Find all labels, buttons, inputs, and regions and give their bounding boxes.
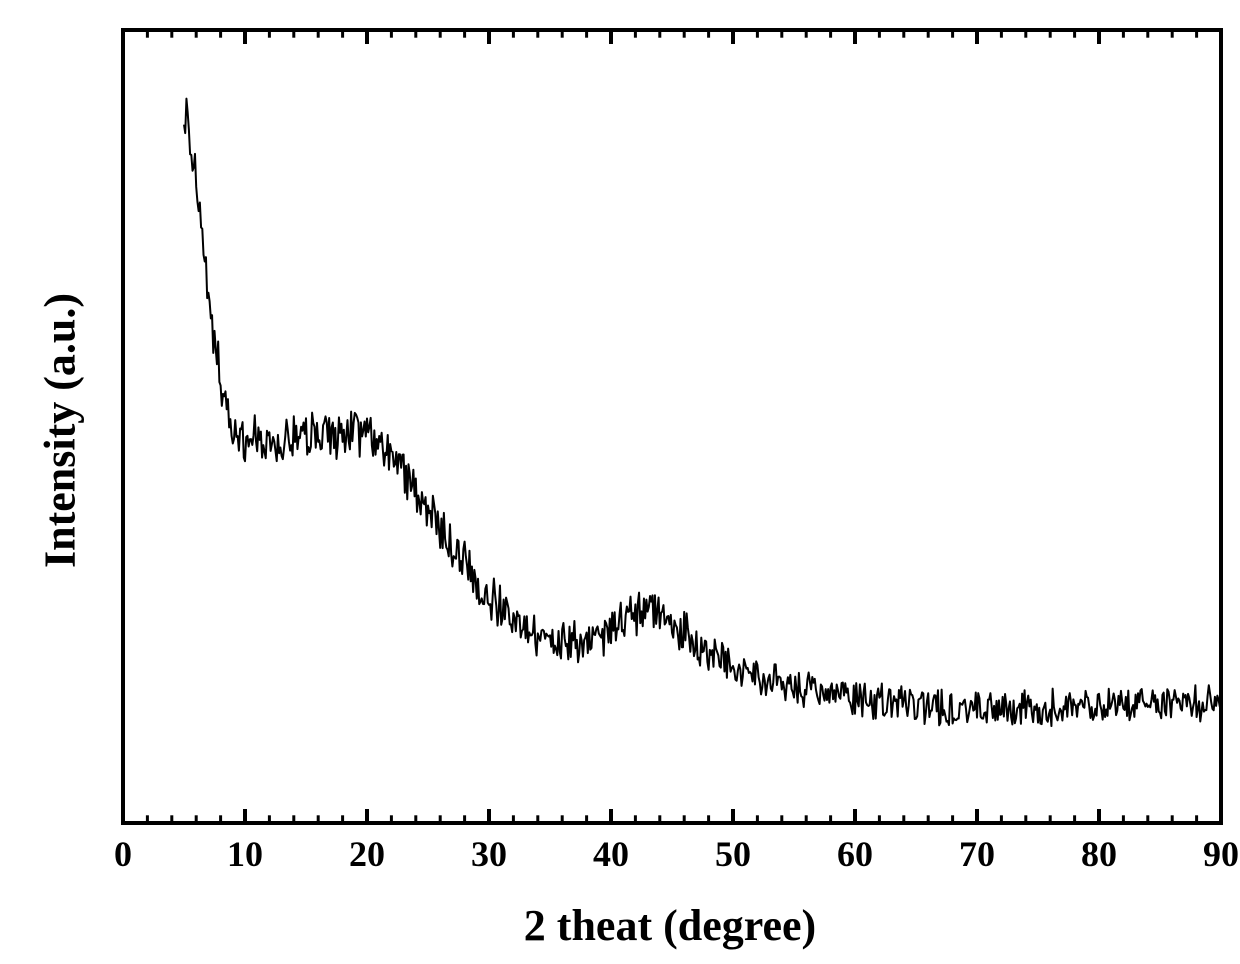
x-axis-label: 2 theat (degree)	[470, 900, 870, 951]
x-tick-label: 70	[959, 833, 995, 875]
x-tick-label: 0	[114, 833, 132, 875]
x-tick-label: 50	[715, 833, 751, 875]
x-tick-label: 20	[349, 833, 385, 875]
plot-svg	[0, 0, 1240, 964]
x-tick-label: 90	[1203, 833, 1239, 875]
x-tick-label: 80	[1081, 833, 1117, 875]
x-tick-label: 40	[593, 833, 629, 875]
y-axis-label: Intensity (a.u.)	[35, 256, 86, 606]
x-tick-label: 10	[227, 833, 263, 875]
xrd-chart: Intensity (a.u.) 2 theat (degree) 0 10 20 3…	[0, 0, 1240, 964]
x-tick-label: 30	[471, 833, 507, 875]
x-tick-label: 60	[837, 833, 873, 875]
